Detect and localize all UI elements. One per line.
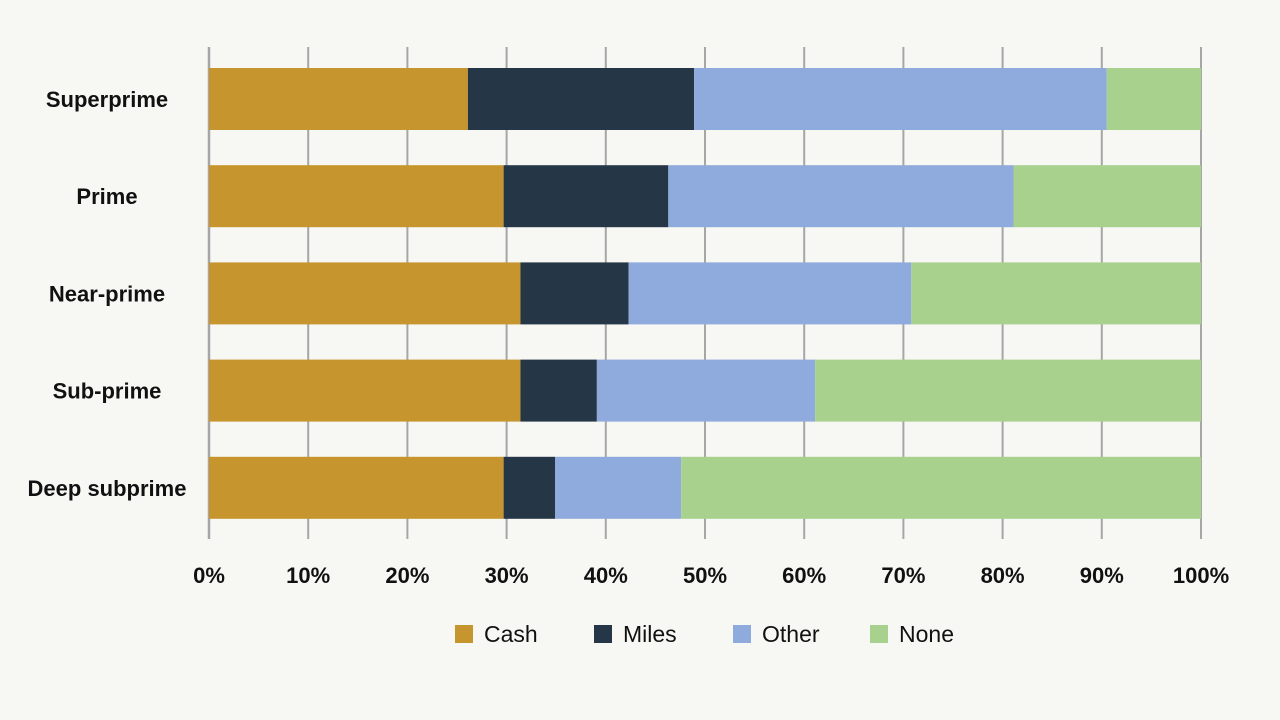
- legend-label-none: None: [899, 621, 954, 647]
- x-tick-label: 100%: [1173, 563, 1229, 588]
- bar-segment-none-superprime: [1106, 68, 1201, 130]
- bar-segment-cash-superprime: [209, 68, 468, 130]
- bar-segment-none-sub-prime: [815, 359, 1201, 422]
- legend-label-other: Other: [762, 621, 820, 647]
- x-tick-label: 0%: [193, 563, 225, 588]
- bar-segment-other-prime: [668, 165, 1014, 228]
- bar-segment-none-near-prime: [911, 262, 1201, 325]
- x-tick-label: 40%: [584, 563, 628, 588]
- x-axis: 0% 10% 20% 30% 40% 50% 60% 70% 80% 90% 100%: [193, 563, 1229, 588]
- x-tick-label: 80%: [981, 563, 1025, 588]
- category-label: Deep subprime: [28, 476, 187, 501]
- bar-segment-miles-sub-prime: [520, 359, 597, 422]
- legend-swatch-other: [733, 625, 751, 643]
- bars: [209, 68, 1201, 519]
- bar-segment-other-superprime: [694, 68, 1107, 130]
- bar-segment-cash-prime: [209, 165, 504, 228]
- category-label: Superprime: [46, 87, 168, 112]
- legend-swatch-none: [870, 625, 888, 643]
- bar-segment-other-deep-subprime: [555, 456, 682, 519]
- category-label: Near-prime: [49, 281, 165, 306]
- bar-segment-miles-superprime: [467, 68, 695, 130]
- legend-swatch-cash: [455, 625, 473, 643]
- bar-segment-cash-near-prime: [209, 262, 521, 325]
- x-tick-label: 50%: [683, 563, 727, 588]
- x-tick-label: 90%: [1080, 563, 1124, 588]
- bar-segment-other-sub-prime: [596, 359, 816, 422]
- x-tick-label: 10%: [286, 563, 330, 588]
- bar-segment-miles-prime: [503, 165, 669, 228]
- legend-swatch-miles: [594, 625, 612, 643]
- bar-segment-miles-deep-subprime: [503, 456, 556, 519]
- legend: Cash Miles Other None: [455, 621, 954, 647]
- bar-segment-other-near-prime: [628, 262, 912, 325]
- x-tick-label: 30%: [485, 563, 529, 588]
- x-tick-label: 20%: [385, 563, 429, 588]
- bar-segment-miles-near-prime: [520, 262, 629, 325]
- bar-segment-none-deep-subprime: [681, 456, 1201, 519]
- legend-label-miles: Miles: [623, 621, 677, 647]
- bar-segment-cash-sub-prime: [209, 359, 521, 422]
- category-label: Prime: [76, 184, 137, 209]
- x-tick-label: 60%: [782, 563, 826, 588]
- bar-segment-none-prime: [1013, 165, 1201, 228]
- category-labels: Superprime Prime Near-prime Sub-prime Deep s…: [28, 87, 187, 501]
- category-label: Sub-prime: [53, 379, 162, 404]
- x-tick-label: 70%: [881, 563, 925, 588]
- bar-segment-cash-deep-subprime: [209, 456, 504, 519]
- legend-label-cash: Cash: [484, 621, 538, 647]
